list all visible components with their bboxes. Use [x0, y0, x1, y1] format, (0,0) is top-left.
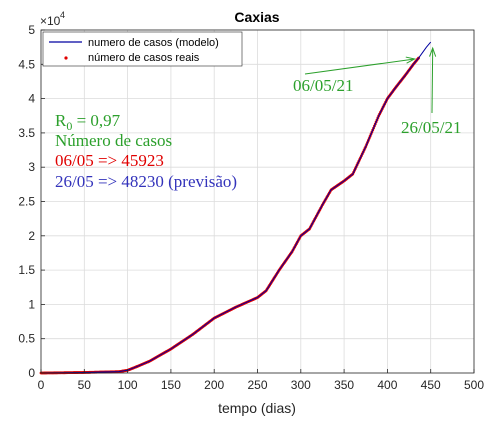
predicted-cases-line: 26/05 => 48230 (previsão) — [55, 172, 237, 191]
y-tick-label: 2.5 — [18, 195, 35, 209]
y-tick-label: 2 — [28, 229, 35, 243]
real-cases-line: 06/05 => 45923 — [55, 151, 164, 170]
x-tick-label: 300 — [291, 378, 311, 392]
x-ticks: 0 50 100 150 200 250 300 350 400 450 500 — [38, 369, 484, 392]
r0-main: R — [55, 111, 67, 130]
annotation-label-0605: 06/05/21 — [293, 76, 353, 95]
y-exponent-power: 4 — [60, 10, 65, 20]
legend-model-label: numero de casos (modelo) — [88, 37, 219, 49]
y-tick-label: 5 — [28, 23, 35, 37]
x-tick-label: 400 — [377, 378, 397, 392]
model-line — [40, 41, 432, 374]
y-tick-label: 4 — [28, 92, 35, 106]
x-tick-label: 250 — [247, 378, 267, 392]
arrow-0605-head — [405, 56, 417, 64]
y-tick-label: 1.5 — [18, 263, 35, 277]
annotation-arrows — [304, 46, 437, 114]
r0-text: R0 = 0,97 — [55, 111, 121, 133]
x-tick-label: 350 — [334, 378, 354, 392]
arrow-2605-shaft — [431, 48, 434, 114]
legend: numero de casos (modelo) número de casos… — [42, 31, 243, 67]
chart-title: Caxias — [234, 9, 279, 25]
x-tick-label: 0 — [38, 378, 45, 392]
y-tick-label: 0.5 — [18, 332, 35, 346]
y-tick-label: 4.5 — [18, 57, 35, 71]
legend-real-swatch — [64, 56, 68, 60]
arrow-2605-head — [429, 46, 437, 57]
r0-value: = 0,97 — [72, 111, 120, 130]
x-tick-label: 100 — [118, 378, 138, 392]
x-tick-label: 500 — [464, 378, 484, 392]
annotation-label-2605: 26/05/21 — [401, 118, 461, 137]
info-text-block: R0 = 0,97 Número de casos 06/05 => 45923… — [55, 111, 237, 191]
y-exponent-base: ×10 — [40, 14, 61, 28]
y-tick-label: 3 — [28, 160, 35, 174]
cases-heading: Número de casos — [55, 131, 172, 150]
x-tick-label: 150 — [161, 378, 181, 392]
legend-box — [42, 31, 243, 67]
y-ticks: 0 0.5 1 1.5 2 2.5 3 3.5 4 4.5 5 — [18, 23, 45, 380]
arrow-0605-shaft — [304, 58, 415, 75]
x-axis-label: tempo (dias) — [218, 400, 296, 416]
y-tick-label: 1 — [28, 297, 35, 311]
y-tick-label: 0 — [28, 366, 35, 380]
x-tick-label: 450 — [421, 378, 441, 392]
y-tick-label: 3.5 — [18, 126, 35, 140]
x-tick-label: 200 — [204, 378, 224, 392]
legend-real-label: número de casos reais — [88, 52, 200, 64]
x-tick-label: 50 — [78, 378, 92, 392]
r0-subscript: 0 — [66, 119, 72, 133]
